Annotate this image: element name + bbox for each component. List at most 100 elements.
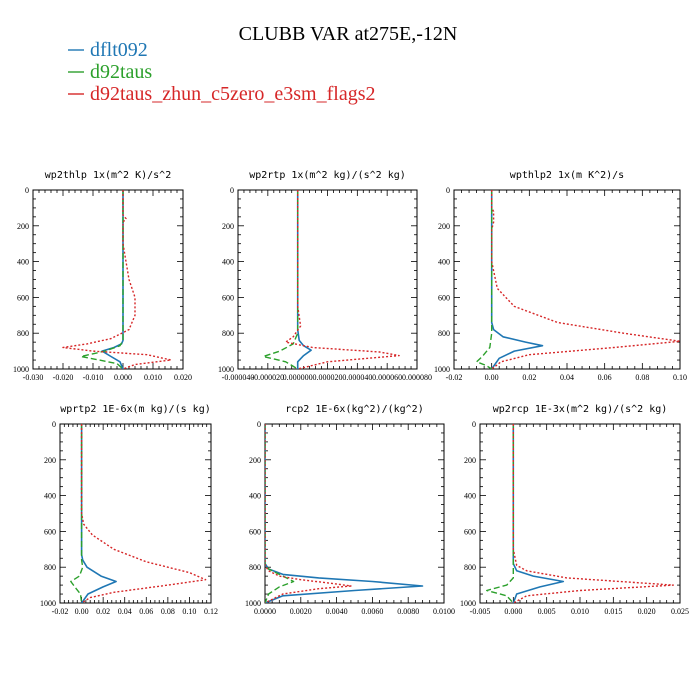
x-tick-label: 0.000020 [313,373,343,382]
x-tick-label: 0.025 [671,607,689,616]
y-tick-label: 1000 [245,599,261,608]
x-tick-label: -0.020 [53,373,74,382]
y-tick-label: 0 [257,420,261,429]
legend-entry: d92taus [90,61,152,83]
y-tick-label: 400 [438,258,450,267]
panel-2: wp2rtp 1x(m^2 kg)/(s^2 kg) 0 200 400 600 800 1… [218,170,432,382]
plot-frame [237,189,418,370]
y-tick-label: 600 [438,293,450,302]
y-tick-label: 400 [464,492,476,501]
series-line-d92taus [486,424,514,603]
y-tick-label: 400 [17,258,29,267]
plot-frame [453,189,681,370]
y-tick-label: 200 [17,222,29,231]
panel-title: rcp2 1E-6x(kg^2)/(kg^2) [285,404,423,415]
x-tick-label: 0.08 [161,607,175,616]
x-tick-label: 0.0040 [326,607,348,616]
x-tick-label: 0.020 [638,607,656,616]
panel-3: wpthlp2 1x(m K^2)/s 0 200 400 600 800 1000-0.0… [434,170,687,382]
y-tick-label: 0 [230,186,234,195]
y-tick-label: 1000 [40,599,56,608]
x-tick-label: 0.010 [571,607,589,616]
x-tick-label: 0.000000 [283,373,313,382]
x-tick-label: 0.04 [118,607,132,616]
x-tick-label: 0.000 [504,607,522,616]
x-tick-label: 0.000 [114,373,132,382]
series-line-d92taus_zhun_c5zero_e3sm_flags2 [62,190,172,369]
x-tick-label: 0.010 [144,373,162,382]
x-tick-label: 0.000060 [372,373,402,382]
y-tick-label: 0 [52,420,56,429]
x-tick-label: 0.0100 [433,607,455,616]
series-line-d92taus_zhun_c5zero_e3sm_flags2 [491,190,680,369]
y-tick-label: 800 [249,563,261,572]
y-tick-label: 0 [446,186,450,195]
x-tick-label: 0.12 [204,607,218,616]
x-tick-label: 0.00 [485,373,499,382]
series-line-d92taus_zhun_c5zero_e3sm_flags2 [285,190,400,369]
x-tick-label: 0.02 [522,373,536,382]
y-tick-label: 400 [249,492,261,501]
series-line-dflt092 [490,190,544,369]
y-tick-label: 0 [25,186,29,195]
legend: dflt092d92tausd92taus_zhun_c5zero_e3sm_f… [68,39,375,105]
x-tick-label: -0.000040 [222,373,255,382]
x-tick-label: -0.000020 [251,373,284,382]
panel-4: wprtp2 1E-6x(m kg)/(s kg) 0 200 400 600 800 10… [40,404,218,616]
series-line-dflt092 [296,190,312,369]
x-tick-label: 0.10 [673,373,687,382]
y-tick-label: 0 [472,420,476,429]
panel-6: wp2rcp 1E-3x(m^2 kg)/(s^2 kg) 0 200 400 600 8… [460,404,689,616]
figure-title: CLUBB VAR at275E,-12N [239,23,458,45]
series-line-dflt092 [101,190,124,369]
series-line-d92taus_zhun_c5zero_e3sm_flags2 [80,424,207,603]
y-tick-label: 1000 [218,365,234,374]
x-tick-label: -0.010 [83,373,104,382]
y-tick-label: 600 [222,293,234,302]
x-tick-label: -0.02 [52,607,69,616]
y-tick-label: 200 [438,222,450,231]
x-tick-label: 0.020 [174,373,192,382]
panel-title: wp2rtp 1x(m^2 kg)/(s^2 kg) [249,170,406,181]
series-line-d92taus_zhun_c5zero_e3sm_flags2 [512,424,674,603]
panel-title: wprtp2 1E-6x(m kg)/(s kg) [60,404,211,415]
y-tick-label: 800 [222,329,234,338]
series-line-d92taus [262,190,299,369]
x-tick-label: 0.08 [635,373,649,382]
x-tick-label: 0.00 [75,607,89,616]
y-tick-label: 200 [222,222,234,231]
x-tick-label: 0.005 [538,607,556,616]
x-tick-label: 0.10 [182,607,196,616]
panel-5: rcp2 1E-6x(kg^2)/(kg^2) 0 200 400 600 800 1000… [245,404,455,616]
panel-title: wp2rcp 1E-3x(m^2 kg)/(s^2 kg) [493,404,668,415]
series-line-d92taus [80,190,124,369]
plot-frame [59,423,212,604]
series-line-dflt092 [80,424,117,603]
plot-frame [264,423,445,604]
y-tick-label: 600 [249,527,261,536]
x-tick-label: 0.06 [598,373,612,382]
x-tick-label: -0.005 [470,607,491,616]
series-line-dflt092 [265,424,424,603]
y-tick-label: 400 [44,492,56,501]
y-tick-label: 600 [464,527,476,536]
panels: wp2thlp 1x(m^2 K)/s^202004006008001000-0… [13,170,689,616]
x-tick-label: 0.0000 [254,607,276,616]
legend-entry: dflt092 [90,39,148,61]
y-tick-label: 800 [17,329,29,338]
x-tick-label: 0.0060 [361,607,383,616]
y-tick-label: 1000 [460,599,476,608]
y-tick-label: 400 [222,258,234,267]
legend-entry: d92taus_zhun_c5zero_e3sm_flags2 [90,83,375,105]
series-line-dflt092 [512,424,565,603]
series-line-d92taus [70,424,84,603]
plot-frame [479,423,681,604]
x-tick-label: 0.06 [139,607,153,616]
y-tick-label: 1000 [13,365,29,374]
plot-frame [32,189,184,370]
x-tick-label: 0.0020 [290,607,312,616]
y-tick-label: 800 [44,563,56,572]
panel-title: wpthlp2 1x(m K^2)/s [510,170,624,181]
series-line-d92taus [265,424,295,603]
